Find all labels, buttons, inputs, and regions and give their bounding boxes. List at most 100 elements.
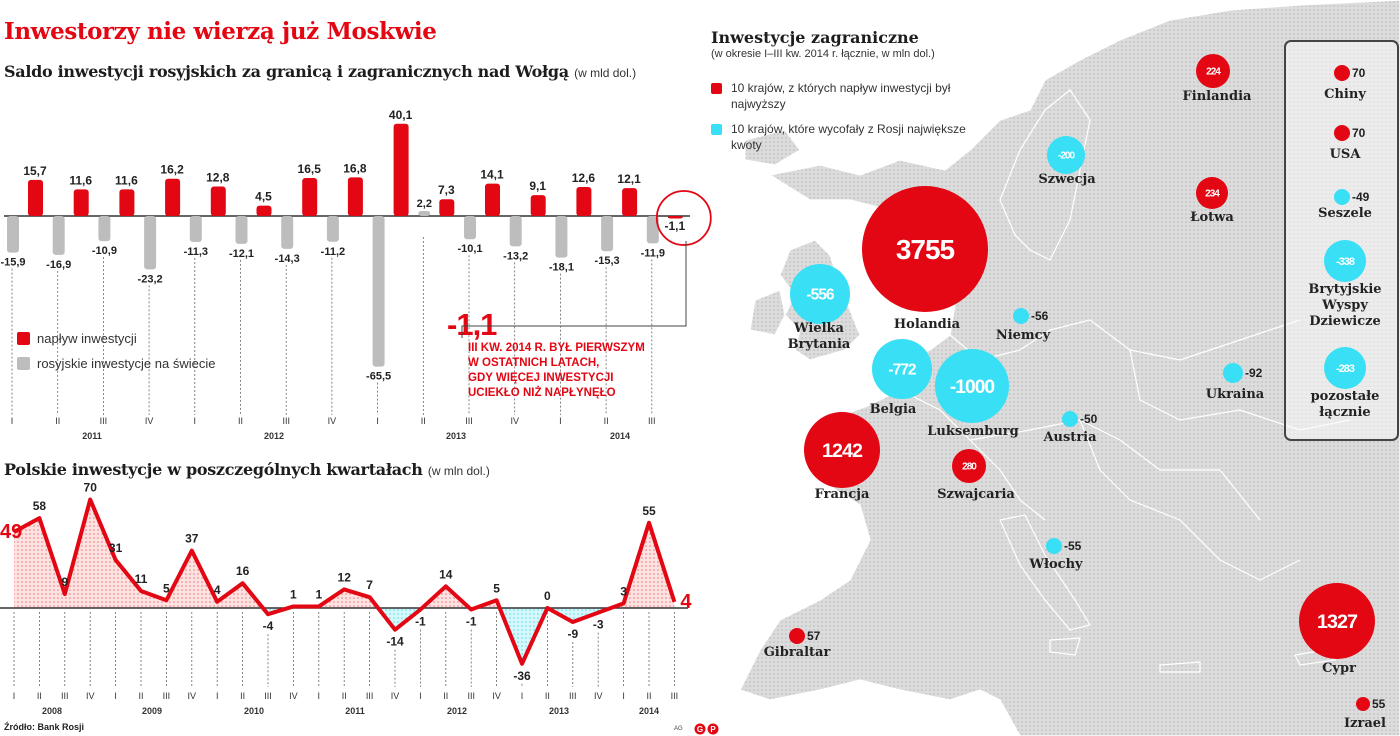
country-label: Luksemburg [927, 424, 1018, 439]
map-subtitle: (w okresie I–III kw. 2014 r. łącznie, w … [711, 48, 935, 60]
chart1-quarter-label: I [11, 416, 14, 426]
legend-swatch-outflow [17, 357, 30, 370]
data-label: 9 [61, 575, 68, 589]
chart2-quarter-label: IV [594, 691, 603, 701]
chart2-year-label: 2008 [42, 706, 62, 716]
author-initials: AG [674, 726, 683, 732]
chart1-quarter-label: II [55, 416, 60, 426]
inflow-label: 7,3 [438, 183, 455, 197]
inflow-bar [347, 177, 363, 216]
chart2-quarter-label: III [61, 691, 69, 701]
marker-value: 57 [807, 629, 821, 643]
inflow-bar [119, 189, 135, 216]
data-label: 4 [680, 591, 692, 613]
chart1-quarter-label: III [648, 416, 656, 426]
marker-value: 1327 [1317, 611, 1358, 633]
chart1-quarter-label: I [559, 416, 562, 426]
chart2-quarter-label: IV [86, 691, 95, 701]
outflow-label: -10,1 [457, 243, 482, 255]
inflow-label: 4,5 [255, 190, 272, 204]
chart2-quarter-label: I [13, 691, 16, 701]
outflow-label: 2,2 [417, 198, 432, 210]
chart1-year-label: 2014 [610, 431, 630, 441]
chart2-year-label: 2014 [639, 706, 659, 716]
chart2-quarter-label: IV [289, 691, 298, 701]
outflow-bar [281, 216, 294, 249]
chart2-year-label: 2009 [142, 706, 162, 716]
chart1-quarter-label: III [282, 416, 290, 426]
country-label: Francja [815, 487, 870, 502]
data-label: 5 [493, 581, 500, 595]
callout-text-line: W OSTATNICH LATACH, [468, 357, 599, 369]
svg-text:G: G [697, 725, 703, 734]
landmass-ireland [749, 289, 786, 336]
country-label: Brytyjskie [1308, 282, 1381, 297]
outflow-bar [509, 216, 522, 247]
outflow-bar [52, 216, 65, 255]
marker-value: -283 [1336, 363, 1355, 375]
outflow-label: -23,2 [138, 273, 163, 285]
chart2-quarter-label: IV [188, 691, 197, 701]
marker-chiny [1334, 65, 1350, 81]
marker-value: 234 [1205, 189, 1220, 200]
europe-map [739, 0, 1400, 736]
inflow-bar [576, 187, 592, 216]
map-legend-inflow-label: 10 krajów, z których napływ inwestycji b… [731, 81, 951, 111]
marker-seszele [1334, 189, 1350, 205]
country-label: Wielka [793, 321, 845, 336]
marker-włochy [1046, 538, 1062, 554]
inflow-bar [622, 188, 638, 216]
inflow-bar [439, 199, 455, 216]
marker-ukraina [1223, 363, 1243, 383]
country-label: łącznie [1319, 405, 1370, 420]
chart1-quarter-label: IV [328, 416, 337, 426]
data-label: -36 [513, 669, 531, 683]
chart2-quarter-label: II [240, 691, 245, 701]
callout-text-line: III KW. 2014 R. BYŁ PIERWSZYM [468, 342, 645, 354]
data-label: 12 [338, 570, 352, 584]
landmass-sicily [1049, 637, 1081, 656]
chart1-quarter-label: IV [510, 416, 519, 426]
inflow-label: 14,1 [480, 168, 504, 182]
map-markers: 3755 Holandia 1327 Cypr 1242 Francja 280 Szwajc… [764, 54, 1386, 731]
map-legend-inflow: 10 krajów, z których napływ inwestycji b… [711, 80, 971, 112]
chart2-year-label: 2013 [549, 706, 569, 716]
legend-label-inflow: napływ inwestycji [37, 331, 137, 346]
inflow-label: 16,8 [343, 161, 367, 175]
marker-brytyjskie-wyspy-dziewicze [1324, 240, 1366, 282]
marker-value: 55 [1372, 697, 1386, 711]
outflow-bar [98, 216, 111, 242]
inflow-bar [302, 178, 318, 216]
chart2-quarter-label: III [671, 691, 679, 701]
map-borders [889, 299, 1351, 581]
marker-value: -556 [806, 287, 835, 304]
landmass-crete [1159, 661, 1201, 673]
chart2-quarter-label: III [467, 691, 475, 701]
outflow-label: -15,9 [0, 257, 25, 269]
chart2-quarter-label: I [318, 691, 321, 701]
legend-swatch-cyan [711, 124, 722, 135]
outflow-label: -14,3 [275, 253, 300, 265]
inflow-bar [530, 195, 546, 216]
country-label: Izrael [1344, 716, 1386, 731]
outflow-label: -13,2 [503, 250, 528, 262]
landmass-italy [999, 514, 1091, 631]
country-label: Szwecja [1038, 172, 1096, 187]
country-label: Finlandia [1183, 89, 1252, 104]
chart2-unit: (w mln dol.) [427, 464, 490, 478]
highlight-value: -1,1 [447, 307, 497, 342]
outflow-label: -15,3 [595, 255, 620, 267]
legend-swatch-inflow [17, 332, 30, 345]
marker-value: 3755 [896, 234, 955, 265]
country-label: Dziewicze [1309, 314, 1381, 329]
inflow-label: 15,7 [23, 164, 47, 178]
negative-area [14, 608, 675, 664]
outflow-bar [601, 216, 614, 252]
chart2-quarter-label: III [163, 691, 171, 701]
country-label: Gibraltar [764, 645, 831, 660]
country-label: Holandia [894, 317, 961, 332]
chart1-year-label: 2011 [82, 431, 102, 441]
inflow-label: 16,2 [160, 163, 184, 177]
outflow-bar [418, 210, 431, 216]
chart1-quarter-label: II [238, 416, 243, 426]
